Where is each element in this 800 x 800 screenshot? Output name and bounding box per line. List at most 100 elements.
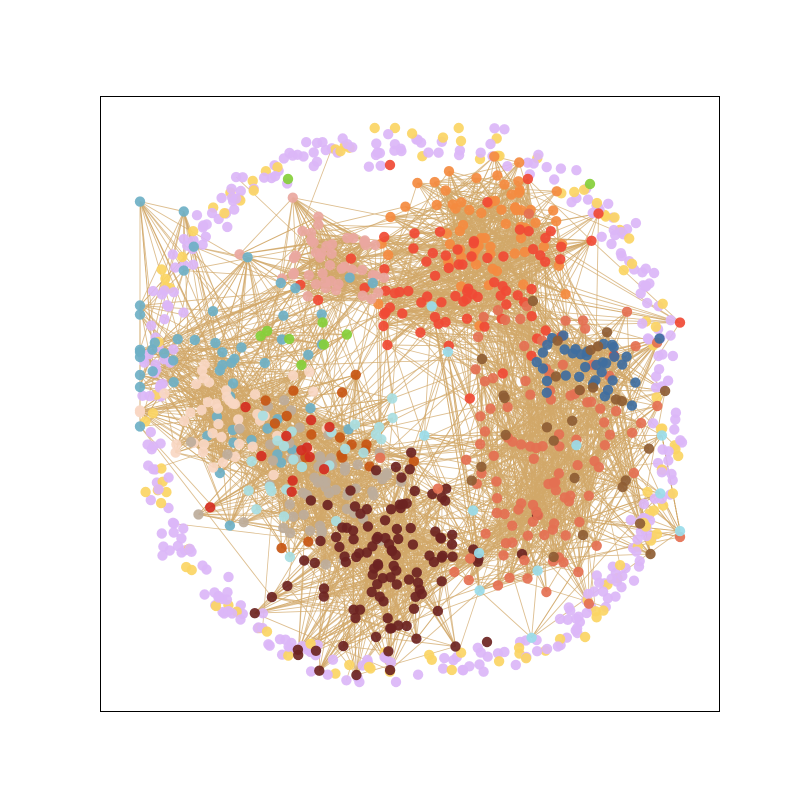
graph-edge	[301, 358, 483, 366]
graph-node-peripheral-lavender	[200, 231, 211, 242]
graph-node-peripheral-lavender	[213, 592, 224, 603]
graph-node-orange	[513, 176, 524, 187]
graph-edge	[339, 437, 435, 563]
graph-edge	[204, 245, 327, 365]
graph-edge	[239, 216, 319, 255]
graph-node-peripheral-lavender	[390, 676, 402, 688]
graph-edge	[546, 426, 650, 450]
graph-node-peripheral-lavender	[178, 307, 189, 318]
graph-edge	[497, 310, 522, 445]
graph-edge	[436, 204, 525, 303]
graph-node-peripheral-yellow	[609, 212, 620, 223]
graph-edge	[339, 394, 531, 438]
graph-node-peripheral-lavender	[642, 333, 654, 344]
graph-edge	[283, 313, 322, 317]
graph-edge	[209, 456, 310, 508]
graph-node-peripheral-lavender	[648, 267, 660, 279]
graph-edge	[344, 445, 560, 471]
graph-node-peripheral-yellow	[618, 265, 629, 276]
graph-node-peripheral-yellow	[283, 650, 294, 661]
graph-edge	[310, 407, 481, 445]
graph-node-peripheral-lavender	[337, 133, 348, 144]
graph-node-peripheral-lavender	[308, 160, 319, 172]
graph-edge	[588, 372, 603, 496]
graph-edge	[387, 577, 510, 619]
graph-node-peripheral-lavender	[223, 571, 234, 583]
graph-edge	[527, 178, 552, 232]
graph-node-peripheral-lavender	[433, 147, 444, 158]
graph-edge	[217, 292, 379, 409]
graph-node-peripheral-lavender	[640, 281, 652, 292]
graph-edge	[331, 464, 378, 585]
graph-node-peripheral-lavender	[549, 174, 560, 185]
graph-node-peripheral-lavender	[657, 444, 668, 455]
graph-node-peripheral-lavender	[667, 350, 679, 362]
graph-node-peripheral-lavender	[191, 210, 203, 221]
graph-node-peripheral-lavender	[226, 192, 238, 203]
graph-node-peripheral-lavender	[383, 129, 394, 140]
graph-node-peripheral-yellow	[389, 122, 401, 134]
graph-edge	[286, 492, 304, 586]
graph-edge	[389, 561, 435, 671]
graph-node-peripheral-yellow	[247, 175, 258, 187]
graph-edge	[478, 444, 606, 554]
graph-node-peripheral-lavender	[188, 259, 199, 270]
graph-edge	[531, 570, 539, 638]
graph-node-peripheral-lavender	[270, 171, 281, 182]
graph-node-peripheral-lavender	[167, 517, 179, 528]
graph-edge	[283, 315, 349, 430]
graph-node-peripheral-lavender	[628, 575, 640, 586]
graph-node-orange	[479, 232, 491, 244]
graph-edge	[365, 433, 560, 451]
graph-node-peripheral-lavender	[415, 137, 427, 148]
graph-edge	[292, 197, 303, 232]
graph-edge	[331, 243, 456, 297]
graph-node-peripheral-yellow	[140, 486, 151, 498]
graph-edge	[360, 513, 555, 524]
graph-edge	[375, 223, 506, 277]
graph-edge	[239, 242, 314, 255]
graph-edge	[318, 527, 348, 671]
graph-edge	[434, 181, 477, 265]
graph-node-peripheral-lavender	[593, 577, 605, 588]
graph-edge	[329, 426, 398, 530]
graph-node-orange	[400, 201, 411, 212]
graph-edge	[604, 405, 658, 423]
graph-edge	[164, 392, 208, 403]
graph-node-peripheral-yellow	[437, 132, 449, 143]
graph-node-peripheral-lavender	[533, 149, 544, 160]
graph-edge	[425, 261, 442, 303]
graph-edge	[410, 452, 421, 590]
graph-node-peripheral-yellow	[657, 298, 668, 309]
graph-edge	[348, 429, 355, 610]
graph-node-peripheral-lavender	[641, 530, 652, 542]
graph-node-peripheral-yellow	[219, 208, 230, 219]
graph-node-peripheral-lavender	[657, 349, 668, 360]
graph-node-peripheral-lavender	[650, 371, 662, 382]
graph-node-peripheral-lavender	[589, 586, 600, 597]
graph-node-peripheral-yellow	[591, 197, 603, 209]
graph-edge	[375, 434, 554, 562]
graph-node-peripheral-lavender	[170, 262, 181, 273]
graph-node-peripheral-lavender	[216, 192, 227, 204]
graph-edge	[434, 275, 525, 303]
graph-edge	[614, 356, 636, 383]
graph-edge	[139, 375, 294, 411]
graph-node-peripheral-lavender	[311, 137, 323, 149]
graph-node-peripheral-lavender	[263, 639, 274, 650]
graph-edge	[434, 181, 505, 186]
graph-edge	[318, 224, 529, 232]
graph-edge	[479, 415, 580, 523]
graph-node-peripheral-yellow	[248, 185, 259, 196]
graph-edge	[490, 408, 534, 506]
graph-edge	[308, 264, 449, 276]
graph-edge	[379, 368, 476, 459]
graph-edge	[139, 426, 273, 598]
graph-edge	[519, 318, 555, 524]
graph-edge	[476, 483, 560, 558]
graph-node-peripheral-lavender	[283, 641, 294, 652]
graph-node-peripheral-lavender	[222, 221, 233, 233]
graph-node-peripheral-lavender	[423, 147, 434, 158]
graph-node-peripheral-lavender	[606, 238, 617, 250]
graph-node-peripheral-lavender	[617, 570, 628, 582]
